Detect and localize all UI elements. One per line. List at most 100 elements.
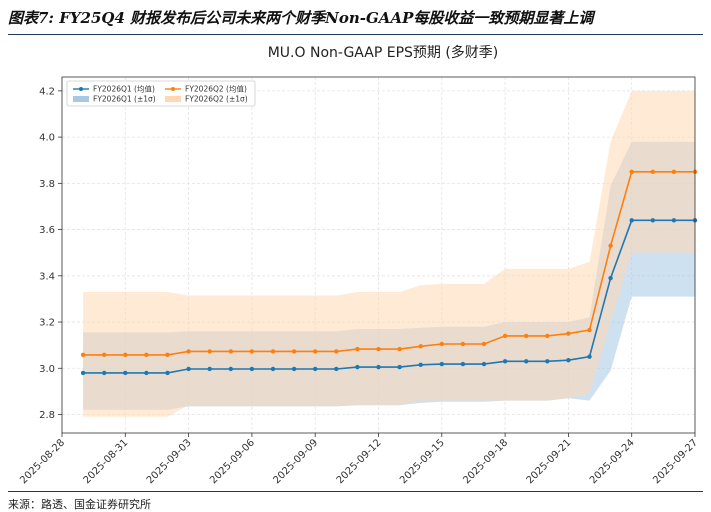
x-tick-label: 2025-09-12 [335, 437, 384, 486]
point-series-1 [249, 366, 255, 372]
point-series-1 [418, 362, 423, 368]
point-series-2 [334, 349, 339, 354]
point-series-2 [207, 349, 212, 354]
legend-label: FY2026Q1 (±1σ) [93, 95, 156, 104]
source-note: 来源：路透、国金证券研究所 [8, 498, 151, 511]
point-series-1 [460, 361, 466, 367]
x-tick-label: 2025-09-15 [398, 437, 447, 486]
y-axis: 2.8 3.0 3.2 3.4 3.6 3.8 4.0 4.2 [39, 86, 62, 421]
point-series-2 [671, 169, 677, 174]
legend-swatch-band [73, 96, 89, 102]
legend-label: FY2026Q2 (均值) [185, 84, 247, 94]
point-series-2 [80, 352, 86, 358]
line-series-1 [83, 219, 695, 374]
point-series-2 [629, 169, 634, 174]
point-series-1 [80, 370, 86, 376]
point-series-2 [460, 341, 466, 347]
x-tick-label: 2025-09-03 [145, 437, 194, 486]
caption-rule [8, 34, 703, 35]
point-series-1 [671, 218, 677, 223]
point-series-1 [144, 370, 149, 376]
x-tick-label: 2025-09-24 [588, 437, 637, 486]
legend-label: FY2026Q2 (±1σ) [185, 95, 248, 104]
point-series-2 [270, 349, 276, 354]
y-tick-label: 3.2 [39, 318, 55, 329]
point-series-1 [334, 366, 339, 372]
y-tick-label: 3.0 [39, 364, 55, 375]
point-series-2 [376, 346, 381, 352]
point-series-1 [355, 364, 360, 370]
x-tick-label: 2025-09-27 [651, 437, 700, 486]
point-series-1 [270, 366, 276, 372]
point-series-1 [123, 370, 128, 376]
point-series-2 [291, 349, 297, 354]
point-series-1 [524, 359, 529, 364]
point-series-1 [228, 366, 233, 372]
footer-rule [8, 491, 703, 492]
point-series-2 [165, 352, 170, 358]
point-series-2 [397, 346, 402, 352]
eps-chart: MU.O Non-GAAP EPS预期 (多财季) 2.8 3.0 3.2 3.4 3.… [18, 44, 700, 486]
legend-label: FY2026Q1 (均值) [93, 84, 155, 94]
legend-swatch-band [165, 96, 181, 102]
point-series-2 [228, 349, 233, 354]
x-axis: 2025-08-28 2025-08-31 2025-09-03 2025-09-06… [18, 433, 700, 486]
legend: FY2026Q1 (均值)FY2026Q1 (±1σ) FY2026Q2 (均值)… [66, 80, 256, 107]
line-series-2 [83, 171, 695, 356]
point-series-2 [313, 349, 318, 354]
point-series-2 [566, 331, 571, 336]
point-series-1 [566, 357, 571, 363]
point-series-1 [439, 361, 444, 367]
chart-title: MU.O Non-GAAP EPS预期 (多财季) [268, 44, 499, 61]
point-series-2 [650, 169, 655, 174]
point-series-1 [629, 218, 634, 223]
point-series-1 [481, 361, 487, 367]
x-tick-label: 2025-09-21 [525, 437, 574, 486]
point-series-1 [545, 359, 550, 364]
y-tick-label: 3.8 [39, 179, 55, 190]
point-series-1 [207, 366, 212, 372]
x-tick-label: 2025-09-06 [208, 437, 257, 486]
point-series-2 [186, 349, 191, 354]
series-lines [83, 171, 695, 374]
series-points [80, 169, 698, 376]
point-series-1 [291, 366, 297, 372]
point-series-1 [313, 366, 318, 372]
point-series-2 [608, 243, 613, 248]
point-series-1 [650, 218, 655, 223]
point-series-2 [123, 352, 128, 358]
point-series-2 [524, 333, 529, 339]
x-tick-label: 2025-08-31 [82, 437, 131, 486]
point-series-2 [144, 352, 149, 358]
figure-caption: 图表7: FY25Q4 财报发布后公司未来两个财季Non-GAAP每股收益一致预… [8, 9, 594, 27]
x-tick-label: 2025-09-18 [461, 437, 510, 486]
y-tick-label: 4.0 [39, 133, 55, 144]
point-series-2 [545, 333, 550, 339]
x-tick-label: 2025-08-28 [18, 437, 67, 486]
point-series-1 [102, 370, 107, 376]
point-series-2 [481, 341, 487, 347]
point-series-1 [502, 359, 508, 364]
legend-box [66, 80, 256, 107]
point-series-2 [102, 352, 107, 358]
point-series-1 [165, 370, 170, 376]
point-series-1 [186, 366, 191, 372]
legend-swatch-marker [79, 87, 83, 91]
point-series-2 [502, 333, 508, 339]
y-tick-label: 3.6 [39, 225, 55, 236]
point-series-2 [439, 341, 444, 347]
point-series-1 [397, 364, 402, 370]
point-series-1 [608, 275, 613, 281]
y-tick-label: 3.4 [39, 271, 55, 282]
point-series-1 [376, 364, 381, 370]
error-bands [83, 90, 696, 417]
x-tick-label: 2025-09-09 [271, 437, 320, 486]
y-tick-label: 4.2 [39, 86, 55, 97]
y-tick-label: 2.8 [39, 410, 55, 421]
point-series-2 [355, 346, 360, 352]
point-series-2 [418, 344, 423, 349]
point-series-1 [587, 354, 592, 359]
legend-swatch-marker [171, 87, 175, 91]
point-series-2 [249, 349, 255, 354]
point-series-2 [587, 327, 592, 333]
